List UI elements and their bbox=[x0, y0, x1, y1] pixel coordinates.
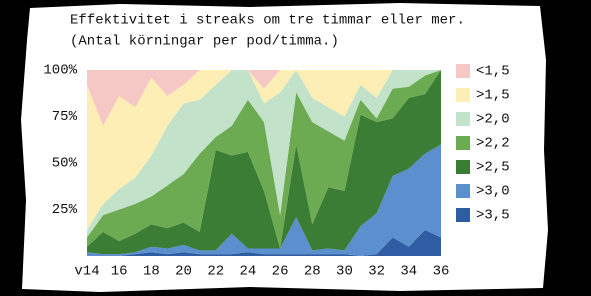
legend-swatch bbox=[456, 112, 470, 126]
legend-label: >2,5 bbox=[476, 160, 510, 176]
chart-title: Effektivitet i streaks om tre timmar ell… bbox=[70, 13, 465, 29]
legend-label: >1,5 bbox=[476, 88, 510, 104]
x-tick-label: 18 bbox=[143, 264, 160, 280]
legend-label: >2,0 bbox=[476, 112, 510, 128]
area bbox=[87, 70, 441, 249]
legend-swatch bbox=[456, 88, 470, 102]
legend-label: <1,5 bbox=[476, 64, 510, 80]
x-tick-label: v14 bbox=[74, 264, 99, 280]
legend-swatch bbox=[456, 184, 470, 198]
x-tick-label: 30 bbox=[336, 264, 353, 280]
legend-swatch bbox=[456, 64, 470, 78]
legend-label: >3,5 bbox=[476, 208, 510, 224]
area bbox=[87, 70, 441, 126]
area bbox=[87, 70, 441, 230]
y-tick-label: 50% bbox=[52, 156, 78, 172]
x-tick-label: 36 bbox=[433, 264, 450, 280]
x-tick-label: 20 bbox=[175, 264, 192, 280]
legend-swatch bbox=[456, 136, 470, 150]
legend-label: >3,0 bbox=[476, 184, 510, 200]
legend-swatch bbox=[456, 160, 470, 174]
legend-label: >2,2 bbox=[476, 136, 510, 152]
y-tick-label: 100% bbox=[43, 63, 77, 79]
x-tick-label: 28 bbox=[304, 264, 321, 280]
x-tick-label: 32 bbox=[368, 264, 385, 280]
x-tick-label: 34 bbox=[400, 264, 417, 280]
area bbox=[87, 70, 441, 238]
chart-subtitle: (Antal körningar per pod/timma.) bbox=[70, 34, 339, 50]
x-tick-label: 22 bbox=[207, 264, 224, 280]
y-tick-label: 25% bbox=[52, 202, 78, 218]
area bbox=[87, 70, 441, 255]
y-tick-label: 75% bbox=[52, 109, 78, 125]
x-tick-label: 24 bbox=[240, 264, 257, 280]
x-tick-label: 16 bbox=[111, 264, 128, 280]
legend-swatch bbox=[456, 208, 470, 222]
x-tick-label: 26 bbox=[272, 264, 289, 280]
area bbox=[87, 144, 441, 256]
area bbox=[87, 229, 441, 256]
